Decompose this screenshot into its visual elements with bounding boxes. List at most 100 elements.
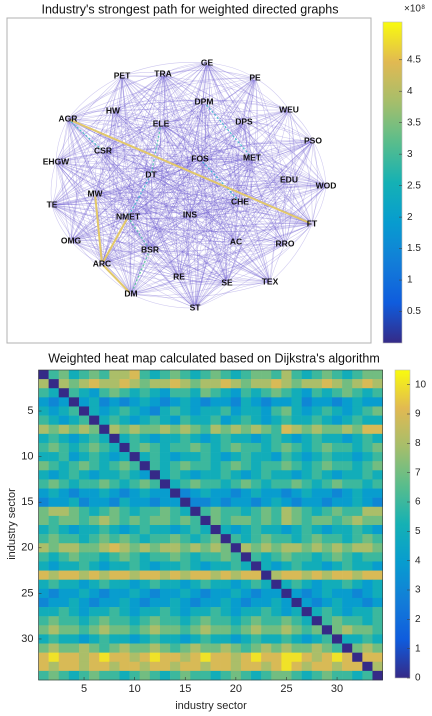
- edge: [146, 123, 162, 251]
- heatmap-cell: [68, 470, 80, 480]
- heatmap-cell: [372, 461, 383, 471]
- heatmap-cell: [58, 652, 70, 663]
- edge: [162, 73, 205, 103]
- heatmap-cell: [200, 670, 211, 681]
- edge: [67, 73, 164, 120]
- node: [204, 60, 210, 66]
- heatmap-cell: [78, 634, 90, 644]
- edge: [102, 150, 180, 278]
- heatmap-cell: [149, 442, 161, 453]
- heatmap-cell: [89, 561, 100, 571]
- heatmap-cell: [58, 661, 70, 672]
- heatmap-cell: [240, 515, 252, 526]
- heatmap-cell: [230, 597, 242, 608]
- heatmap-cell: [200, 652, 211, 663]
- heatmap-cell: [139, 424, 151, 435]
- heatmap-cell: [220, 433, 232, 444]
- edge: [102, 101, 205, 152]
- heatmap-cell: [261, 506, 272, 517]
- heatmap-cell: [48, 561, 60, 571]
- edge: [284, 179, 292, 245]
- edge: [55, 77, 256, 163]
- heatmap-cell: [180, 379, 191, 389]
- heatmap-cell: [291, 625, 302, 635]
- y-tick-label: 15: [21, 496, 33, 508]
- heatmap-cell: [58, 616, 70, 626]
- heatmap-cell: [89, 634, 100, 644]
- heatmap-cell: [251, 588, 262, 599]
- heatmap-cell: [251, 534, 262, 544]
- edge: [226, 157, 253, 284]
- heatmap-cell: [362, 652, 373, 663]
- heatmap-cell: [170, 415, 181, 426]
- heatmap-cell: [129, 652, 141, 663]
- heatmap-cell: [291, 433, 302, 444]
- heatmap-cell: [129, 588, 141, 599]
- node-label: TRA: [154, 68, 171, 78]
- graph-title: Industry's strongest path for weighted d…: [42, 2, 339, 16]
- heatmap-cell: [48, 670, 60, 681]
- edge: [199, 155, 253, 160]
- heatmap-cell: [78, 370, 90, 380]
- edge: [162, 73, 228, 284]
- heatmap-cell: [99, 607, 110, 617]
- edge: [288, 179, 313, 225]
- heatmap-cell: [240, 452, 252, 462]
- edge: [194, 101, 213, 309]
- edge: [121, 75, 196, 309]
- edge: [51, 73, 164, 206]
- heatmap-cell: [240, 534, 252, 544]
- edge: [130, 281, 271, 298]
- heatmap-cell: [352, 415, 363, 426]
- heatmap-cell: [321, 370, 333, 380]
- heatmap-cell: [68, 370, 80, 380]
- edge: [206, 62, 314, 142]
- edge: [158, 73, 164, 125]
- edge: [199, 62, 211, 160]
- edge: [130, 223, 313, 295]
- edge: [288, 109, 294, 181]
- edge: [162, 73, 271, 283]
- heatmap-cell: [271, 497, 282, 508]
- heatmap-cell: [311, 534, 323, 544]
- heatmap-cell: [311, 397, 323, 407]
- edge: [130, 157, 253, 295]
- heatmap-cell: [99, 415, 110, 426]
- heatmap-cell: [139, 497, 151, 508]
- edge: [203, 101, 327, 187]
- edge: [94, 140, 314, 195]
- edge: [130, 249, 151, 295]
- edge: [67, 118, 271, 283]
- heatmap-cell: [251, 379, 262, 389]
- edge: [288, 109, 314, 142]
- heatmap-cell: [251, 543, 262, 553]
- edge: [67, 115, 162, 125]
- edge: [149, 158, 201, 251]
- heatmap-cell: [230, 543, 242, 553]
- edge: [189, 77, 256, 216]
- edge: [130, 140, 314, 295]
- edge: [102, 75, 123, 152]
- heatmap-cell: [99, 634, 110, 644]
- heatmap-cell: [372, 470, 383, 480]
- heatmap-cell: [89, 552, 100, 562]
- heatmap-cell: [48, 525, 60, 535]
- heatmap-cell: [342, 561, 353, 571]
- heatmap-cell: [362, 661, 373, 672]
- heatmap-cell: [38, 616, 49, 626]
- heatmap-cell: [271, 397, 282, 407]
- heatmap-cell: [109, 388, 120, 398]
- edge: [55, 161, 73, 242]
- edge: [51, 191, 241, 206]
- heatmap-cell: [78, 616, 90, 626]
- heatmap-cell: [352, 534, 363, 544]
- node-label: OMG: [61, 235, 82, 245]
- heatmap-cell: [190, 488, 201, 498]
- heatmap-cell: [251, 670, 262, 681]
- edge: [311, 185, 327, 225]
- heatmap-cell: [109, 543, 120, 553]
- axes-frame: [38, 369, 383, 681]
- heatmap-cell: [129, 634, 141, 644]
- edge: [94, 193, 151, 251]
- heatmap-cell: [291, 406, 302, 416]
